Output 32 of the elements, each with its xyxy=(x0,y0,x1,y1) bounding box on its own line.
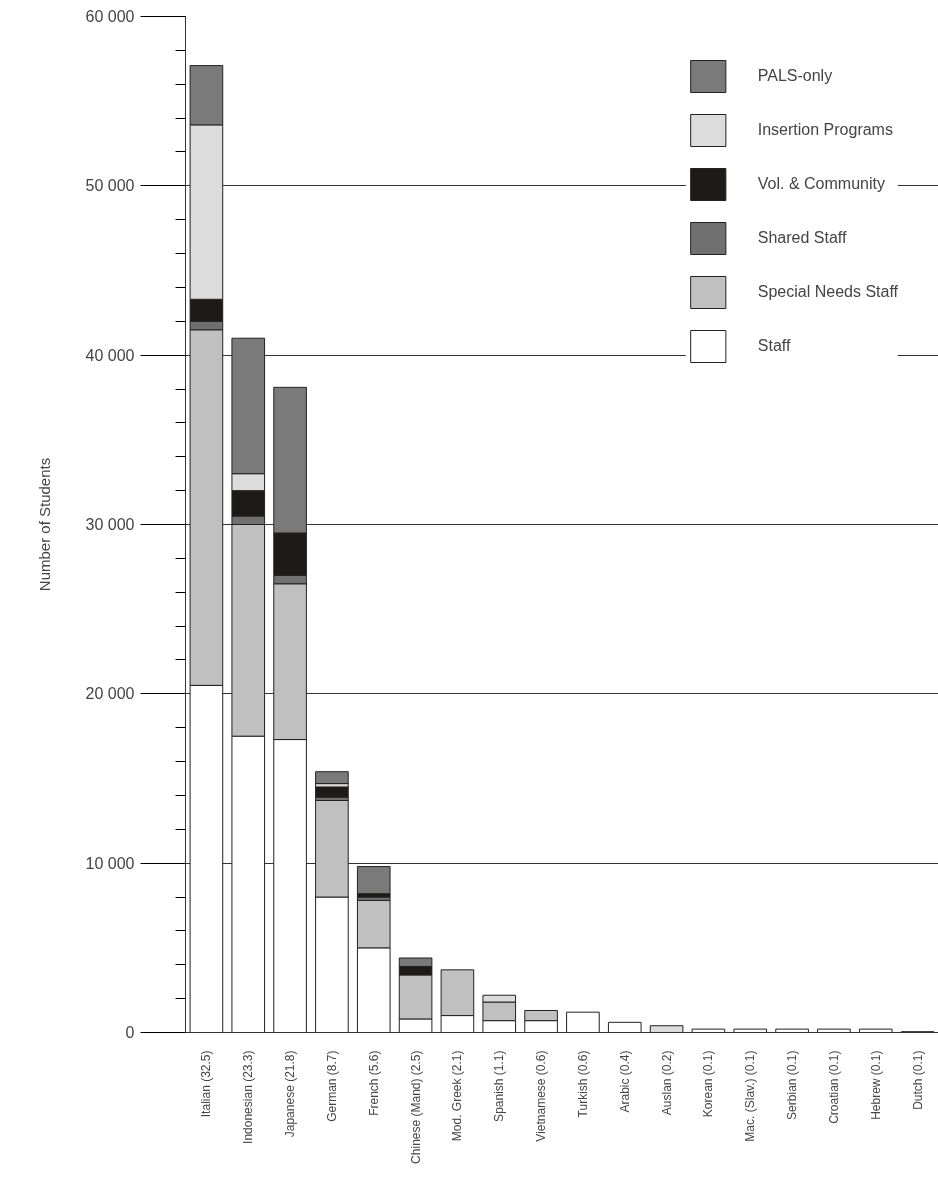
x-tick-label: Italian (32.5) xyxy=(199,1050,214,1118)
y-tick-label: 0 xyxy=(125,1024,135,1041)
legend-label: Special Needs Staff xyxy=(757,283,898,301)
x-tick-label: French (5.6) xyxy=(366,1050,381,1116)
x-tick-label: Vietnamese (0.6) xyxy=(534,1050,549,1142)
x-tick-label: Mac. (Slav.) (0.1) xyxy=(743,1050,758,1142)
y-tick-label: 50 000 xyxy=(85,177,135,195)
x-tick-label: Japanese (21.8) xyxy=(283,1050,298,1138)
legend-label: PALS-only xyxy=(757,67,833,85)
y-tick-label: 20 000 xyxy=(85,685,135,703)
y-tick-label: 40 000 xyxy=(85,346,135,364)
x-tick-label: Korean (0.1) xyxy=(701,1050,716,1118)
x-tick-label: German (8.7) xyxy=(324,1050,339,1122)
x-tick-label: Auslan (0.2) xyxy=(659,1050,674,1116)
y-tick-label: 10 000 xyxy=(85,854,135,872)
x-tick-label: Croatian (0.1) xyxy=(826,1050,841,1124)
y-axis-title: Number of Students xyxy=(35,457,53,592)
legend-label: Vol. & Community xyxy=(757,175,885,193)
x-tick-label: Indonesian (23.3) xyxy=(241,1050,256,1144)
y-tick-label: 30 000 xyxy=(85,516,135,533)
x-tick-label: Spanish (1.1) xyxy=(492,1050,507,1122)
legend-label: Insertion Programs xyxy=(757,121,893,139)
x-tick-label: Mod. Greek (2.1) xyxy=(450,1050,465,1142)
x-tick-label: Dutch (0.1) xyxy=(910,1050,925,1110)
x-tick-label: Chinese (Mand) (2.5) xyxy=(408,1050,423,1164)
x-tick-label: Serbian (0.1) xyxy=(785,1050,800,1120)
x-tick-label: Arabic (0.4) xyxy=(617,1050,632,1113)
x-tick-label: Hebrew (0.1) xyxy=(868,1050,883,1120)
legend-label: Shared Staff xyxy=(757,229,847,247)
y-tick-label: 60 000 xyxy=(85,8,135,25)
x-tick-label: Turkish (0.6) xyxy=(575,1050,590,1118)
legend-label: Staff xyxy=(757,337,791,355)
